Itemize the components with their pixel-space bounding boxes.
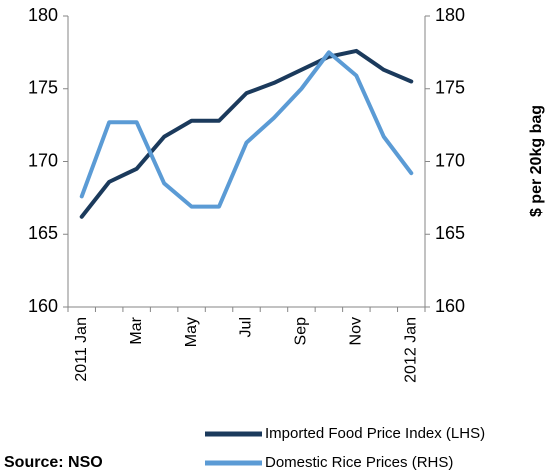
x-tick-label: Mar — [128, 316, 145, 344]
y2-axis-label: $ per 20kg bag — [528, 105, 545, 217]
y2-tick-label: 160 — [435, 296, 465, 316]
y2-tick-label: 165 — [435, 223, 465, 243]
y-tick-label: 160 — [28, 296, 58, 316]
y-tick-label: 170 — [28, 150, 58, 170]
data-line — [79, 48, 414, 219]
y2-tick-label: 180 — [435, 5, 465, 25]
legend-label: Imported Food Price Index (LHS) — [265, 425, 485, 442]
x-tick-label: Sep — [293, 317, 310, 346]
x-tick-label: May — [183, 317, 200, 347]
source-note: Source: NSO — [4, 454, 103, 471]
y-tick-label: 175 — [28, 78, 58, 98]
x-tick-label: 2012 Jan — [402, 317, 419, 383]
legend-label: Domestic Rice Prices (RHS) — [265, 454, 453, 471]
y2-tick-label: 175 — [435, 78, 465, 98]
x-tick-label: Jul — [238, 317, 255, 337]
x-tick-label: 2011 Jan — [73, 317, 90, 382]
y-tick-label: 180 — [28, 5, 58, 25]
y-tick-label: 165 — [28, 223, 58, 243]
y2-tick-label: 170 — [435, 150, 465, 170]
x-tick-label: Nov — [348, 317, 365, 345]
data-line — [79, 50, 414, 209]
